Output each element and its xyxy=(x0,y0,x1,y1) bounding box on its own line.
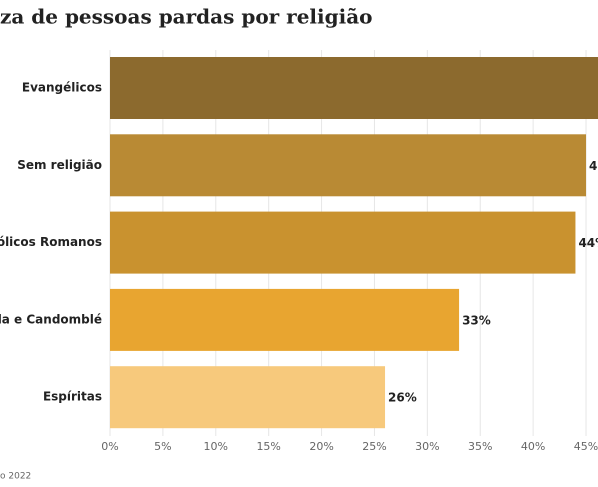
category-label: Sem religião xyxy=(17,158,102,172)
bar xyxy=(110,366,386,429)
value-label: 45% xyxy=(589,159,598,173)
x-tick-label: 10% xyxy=(204,440,228,453)
x-tick-label: 35% xyxy=(468,440,492,453)
bar xyxy=(110,57,598,119)
x-tick-label: 15% xyxy=(256,440,280,453)
bar xyxy=(110,288,460,351)
value-label: 44% xyxy=(578,236,598,250)
category-label: ostólicos Romanos xyxy=(0,235,102,249)
value-label: 26% xyxy=(388,391,417,405)
value-label: 33% xyxy=(462,313,491,327)
x-tick-label: 30% xyxy=(415,440,439,453)
category-label: anda e Candomblé xyxy=(0,312,102,326)
category-label: Evangélicos xyxy=(22,81,102,95)
bar xyxy=(110,211,576,274)
x-tick-label: 40% xyxy=(521,440,545,453)
bar xyxy=(110,134,587,197)
category-label: Espíritas xyxy=(43,390,102,404)
chart-title: za de pessoas pardas por religião xyxy=(0,5,373,29)
x-tick-label: 20% xyxy=(309,440,333,453)
x-tick-label: 0% xyxy=(101,440,118,453)
x-tick-label: 45% xyxy=(574,440,598,453)
source: o 2022 xyxy=(0,472,31,482)
x-tick-label: 5% xyxy=(154,440,171,453)
x-tick-label: 25% xyxy=(362,440,386,453)
